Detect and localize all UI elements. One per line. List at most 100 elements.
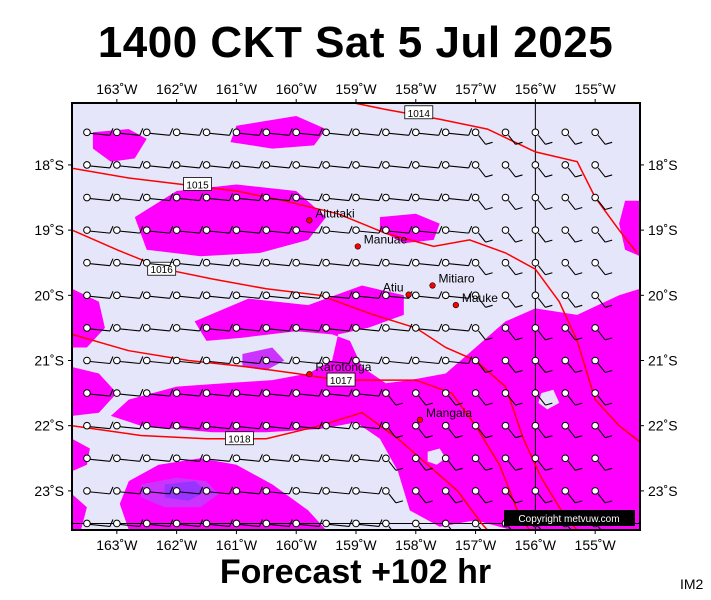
place-manuae: Manuae: [354, 232, 408, 250]
wind-barb: [471, 258, 493, 276]
wind-barb: [322, 486, 353, 495]
isobar-label-box: [326, 372, 356, 387]
wind-barb: [382, 487, 404, 504]
wind-barb: [202, 128, 234, 137]
wind-barb: [352, 486, 383, 495]
wind-barb: [83, 160, 114, 169]
wind-barb: [113, 486, 144, 495]
wind-barb: [232, 486, 263, 495]
wind-barb: [471, 324, 493, 341]
wind-barb: [262, 519, 293, 528]
wind-barb: [142, 519, 174, 528]
wind-barb: [591, 193, 613, 211]
wind-barb: [232, 225, 263, 234]
wind-barb: [382, 519, 393, 530]
lat-label-left: 23˚S: [34, 483, 64, 499]
wind-barb: [292, 454, 323, 463]
wind-barb: [382, 389, 404, 406]
place-label: Mauke: [462, 291, 498, 305]
wind-barb: [113, 225, 144, 234]
wind-barb: [441, 160, 473, 169]
wind-barb: [471, 454, 493, 471]
rain-free-area: [538, 389, 560, 410]
wind-barb: [471, 226, 493, 243]
wind-barb: [142, 193, 174, 202]
wind-barb: [501, 389, 523, 406]
wind-barb: [441, 389, 463, 406]
isobar-layer: 1014 1015 1016 1017 1018: [72, 103, 640, 530]
wind-barb: [172, 291, 204, 300]
lat-label-right: 19˚S: [648, 222, 678, 238]
wind-barb: [441, 258, 473, 267]
wind-barb: [232, 519, 263, 528]
isobar-label: 1015: [186, 180, 209, 191]
wind-barb: [411, 421, 433, 439]
wind-barb: [561, 487, 583, 504]
rain-area-light: [72, 438, 90, 472]
wind-barb: [441, 421, 463, 439]
wind-barb: [83, 486, 114, 495]
wind-barb: [411, 128, 443, 137]
wind-barb: [471, 487, 493, 504]
wind-barb: [561, 291, 583, 308]
isobar-label: 1017: [330, 376, 353, 387]
wind-barb: [531, 291, 553, 308]
wind-barb: [382, 128, 413, 137]
place-label: Manuae: [364, 232, 408, 246]
wind-barb: [83, 193, 114, 202]
wind-barb: [142, 225, 174, 234]
wind-barb: [531, 389, 553, 406]
wind-barb: [83, 454, 114, 463]
wind-barb: [501, 226, 523, 243]
wind-barb: [262, 388, 293, 397]
wind-barb: [322, 258, 353, 267]
wind-barb: [202, 486, 234, 495]
wind-barb: [142, 388, 174, 397]
place-label: Rarotonga: [315, 360, 371, 374]
wind-barb: [262, 128, 293, 137]
place-layer: Aitutaki Manuae Mitiaro Atiu Mauke Rarotonga M…: [306, 206, 498, 423]
wind-barb: [83, 323, 114, 332]
axis-ticks: 163˚W 163˚W 162˚W 162˚W 161˚W 161˚W 160˚W 160˚W…: [34, 81, 677, 553]
wind-barb: [202, 519, 234, 528]
lon-label-top: 156˚W: [515, 81, 557, 97]
wind-barb: [83, 258, 114, 267]
rain-area-light: [92, 129, 147, 162]
lat-label-right: 23˚S: [648, 483, 678, 499]
wind-barb: [352, 356, 383, 365]
forecast-hour: Forecast +102 hr: [219, 553, 492, 591]
lon-label-top: 161˚W: [216, 81, 258, 97]
wind-barb: [83, 356, 114, 365]
wind-barb: [202, 258, 234, 267]
wind-barb: [411, 160, 443, 169]
wind-barb: [352, 388, 383, 397]
lon-label-top: 158˚W: [395, 81, 437, 97]
wind-barb: [113, 258, 144, 267]
wind-barb: [232, 388, 263, 397]
wind-barb: [142, 258, 174, 267]
rain-area-light: [230, 116, 327, 149]
wind-barb: [142, 160, 174, 169]
wind-barb: [262, 486, 293, 495]
wind-barb: [202, 225, 234, 234]
lon-label-top: 155˚W: [575, 81, 617, 97]
wind-barb: [202, 291, 234, 300]
place-label: Aitutaki: [315, 206, 354, 220]
wind-barb: [382, 225, 413, 234]
wind-barb: [382, 193, 413, 202]
wind-barb: [411, 258, 443, 267]
wind-barb: [591, 421, 613, 439]
wind-barb: [172, 519, 204, 528]
wind-barb: [591, 161, 613, 178]
place-mitiaro: Mitiaro: [429, 272, 475, 289]
wind-barb: [172, 421, 204, 430]
wind-barb: [262, 193, 293, 202]
wind-barb: [411, 454, 433, 471]
wind-barb: [441, 193, 473, 202]
wind-barb: [142, 323, 174, 332]
rain-area-light: [72, 494, 87, 530]
wind-barb: [232, 193, 263, 202]
rain-area-light: [119, 458, 327, 530]
wind-barb: [322, 356, 353, 365]
